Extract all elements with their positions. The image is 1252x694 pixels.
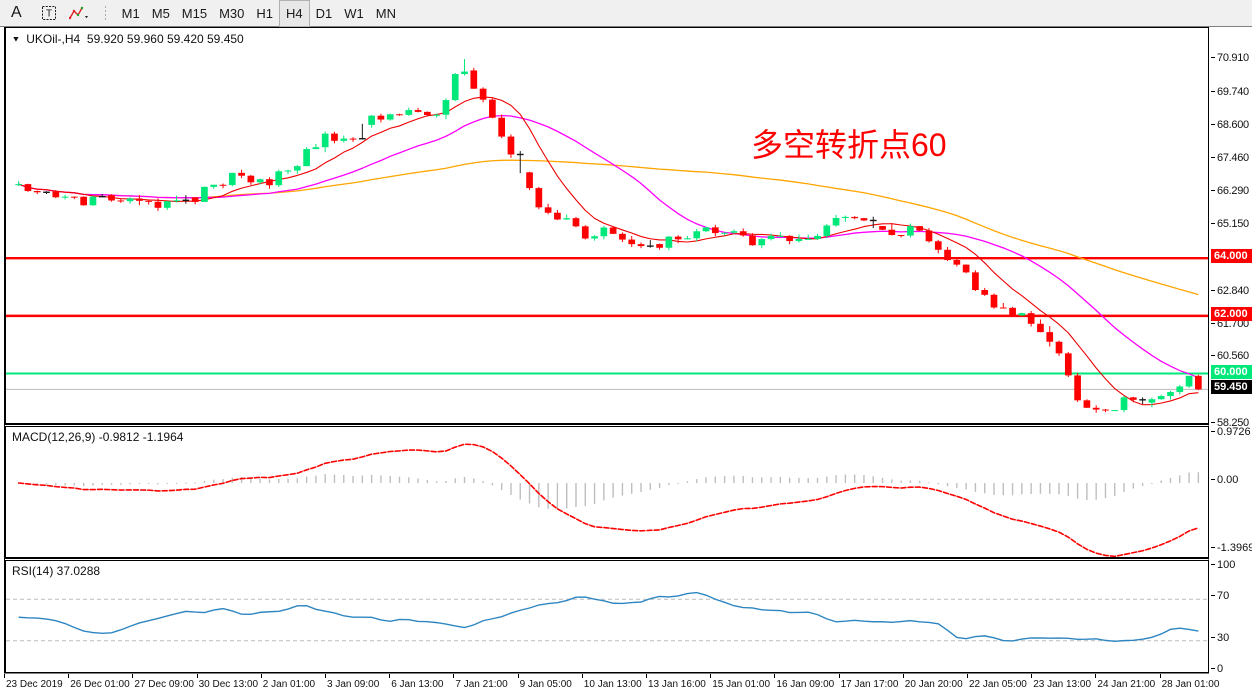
svg-text:T: T xyxy=(46,9,52,20)
